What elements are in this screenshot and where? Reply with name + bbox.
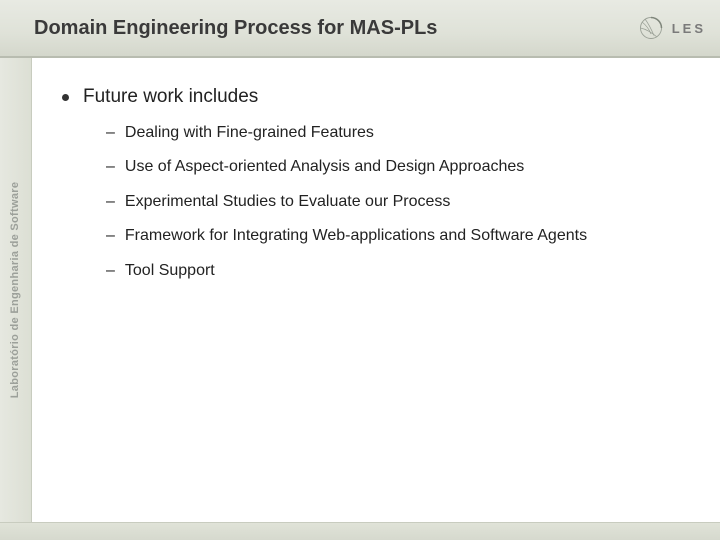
main-bullet-text: Future work includes (83, 86, 258, 108)
list-item-text: Tool Support (125, 260, 215, 282)
sidebar: Laboratório de Engenharia de Software (0, 58, 32, 522)
slide-footer (0, 522, 720, 540)
list-item-text: Dealing with Fine-grained Features (125, 122, 374, 144)
list-item: – Dealing with Fine-grained Features (106, 122, 700, 144)
list-item-text: Experimental Studies to Evaluate our Pro… (125, 191, 451, 213)
bullet-disc-icon (62, 94, 69, 101)
dash-icon: – (106, 191, 115, 213)
list-item-text: Framework for Integrating Web-applicatio… (125, 225, 587, 247)
logo: LES (636, 13, 706, 43)
logo-text: LES (672, 21, 706, 36)
list-item: – Tool Support (106, 260, 700, 282)
main-bullet: Future work includes (62, 86, 700, 108)
list-item: – Use of Aspect-oriented Analysis and De… (106, 156, 700, 178)
dash-icon: – (106, 225, 115, 247)
slide-title: Domain Engineering Process for MAS-PLs (34, 17, 636, 40)
logo-swirl-icon (636, 13, 666, 43)
list-item: – Framework for Integrating Web-applicat… (106, 225, 700, 247)
list-item-text: Use of Aspect-oriented Analysis and Desi… (125, 156, 524, 178)
dash-icon: – (106, 156, 115, 178)
dash-icon: – (106, 122, 115, 144)
list-item: – Experimental Studies to Evaluate our P… (106, 191, 700, 213)
sub-list: – Dealing with Fine-grained Features – U… (106, 122, 700, 282)
content-area: Future work includes – Dealing with Fine… (32, 58, 720, 522)
sidebar-label: Laboratório de Engenharia de Software (10, 182, 22, 398)
slide-header: Domain Engineering Process for MAS-PLs L… (0, 0, 720, 58)
dash-icon: – (106, 260, 115, 282)
